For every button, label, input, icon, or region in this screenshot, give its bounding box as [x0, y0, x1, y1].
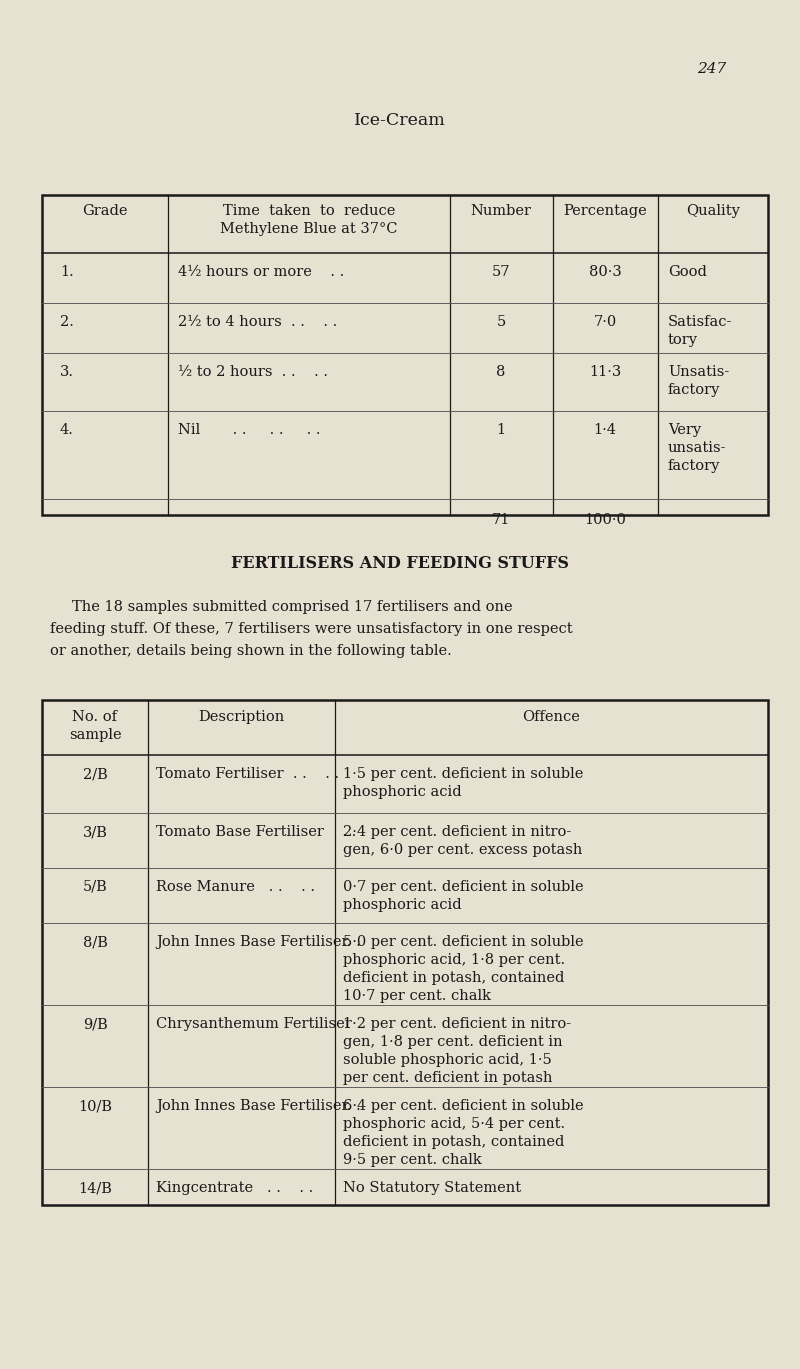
Text: John Innes Base Fertiliser. .: John Innes Base Fertiliser. .: [156, 1099, 361, 1113]
Text: Nil       . .     . .     . .: Nil . . . . . .: [178, 423, 321, 437]
Text: 8: 8: [496, 366, 506, 379]
Text: 247: 247: [697, 62, 726, 77]
Text: 7·0: 7·0: [594, 315, 617, 329]
Text: 11·3: 11·3: [589, 366, 621, 379]
Text: Grade: Grade: [82, 204, 128, 218]
Text: 57: 57: [492, 266, 510, 279]
Text: 1: 1: [497, 423, 506, 437]
Text: 5: 5: [496, 315, 506, 329]
Text: 1·4: 1·4: [594, 423, 617, 437]
Text: 100·0: 100·0: [584, 513, 626, 527]
Text: Tomato Fertiliser  . .    . .: Tomato Fertiliser . . . .: [156, 767, 339, 780]
Text: Unsatis-
factory: Unsatis- factory: [668, 366, 730, 397]
Text: 4½ hours or more    . .: 4½ hours or more . .: [178, 266, 344, 279]
Text: 1·2 per cent. deficient in nitro-
gen, 1·8 per cent. deficient in
soluble phosph: 1·2 per cent. deficient in nitro- gen, 1…: [343, 1017, 571, 1084]
Text: 5/B: 5/B: [82, 880, 107, 894]
Bar: [42, 194, 768, 515]
Text: 6·4 per cent. deficient in soluble
phosphoric acid, 5·4 per cent.
deficient in p: 6·4 per cent. deficient in soluble phosp…: [343, 1099, 584, 1166]
Text: 1·5 per cent. deficient in soluble
phosphoric acid: 1·5 per cent. deficient in soluble phosp…: [343, 767, 583, 799]
Text: 0·7 per cent. deficient in soluble
phosphoric acid: 0·7 per cent. deficient in soluble phosp…: [343, 880, 584, 912]
Text: 2.: 2.: [60, 315, 74, 329]
Text: Quality: Quality: [686, 204, 740, 218]
Text: 9/B: 9/B: [82, 1017, 107, 1031]
Text: 3.: 3.: [60, 366, 74, 379]
Bar: [42, 700, 768, 1205]
Text: 2½ to 4 hours  . .    . .: 2½ to 4 hours . . . .: [178, 315, 338, 329]
Text: Tomato Base Fertiliser    . .: Tomato Base Fertiliser . .: [156, 826, 356, 839]
Text: 80·3: 80·3: [589, 266, 622, 279]
Text: FERTILISERS AND FEEDING STUFFS: FERTILISERS AND FEEDING STUFFS: [231, 554, 569, 572]
Text: Kingcentrate   . .    . .: Kingcentrate . . . .: [156, 1181, 314, 1195]
Text: Number: Number: [470, 204, 531, 218]
Text: No. of
sample: No. of sample: [69, 711, 122, 742]
Text: Ice-Cream: Ice-Cream: [354, 112, 446, 129]
Text: Satisfac-
tory: Satisfac- tory: [668, 315, 732, 346]
Text: 10/B: 10/B: [78, 1099, 112, 1113]
Text: 14/B: 14/B: [78, 1181, 112, 1195]
Text: Time  taken  to  reduce
Methylene Blue at 37°C: Time taken to reduce Methylene Blue at 3…: [220, 204, 398, 235]
Text: Offence: Offence: [522, 711, 580, 724]
Text: 4.: 4.: [60, 423, 74, 437]
Text: Chrysanthemum Fertiliser: Chrysanthemum Fertiliser: [156, 1017, 352, 1031]
Text: 3/B: 3/B: [82, 826, 107, 839]
Text: feeding stuff. Of these, 7 fertilisers were unsatisfactory in one respect: feeding stuff. Of these, 7 fertilisers w…: [50, 622, 573, 637]
Text: 2/B: 2/B: [82, 767, 107, 780]
Text: 8/B: 8/B: [82, 935, 107, 949]
Text: Description: Description: [198, 711, 284, 724]
Text: 71: 71: [492, 513, 510, 527]
Text: No Statutory Statement: No Statutory Statement: [343, 1181, 521, 1195]
Text: 2·4 per cent. deficient in nitro-
gen, 6·0 per cent. excess potash: 2·4 per cent. deficient in nitro- gen, 6…: [343, 826, 582, 857]
Text: 1.: 1.: [60, 266, 74, 279]
Text: John Innes Base Fertiliser. .: John Innes Base Fertiliser. .: [156, 935, 361, 949]
Text: Very
unsatis-
factory: Very unsatis- factory: [668, 423, 726, 472]
Text: The 18 samples submitted comprised 17 fertilisers and one: The 18 samples submitted comprised 17 fe…: [72, 600, 513, 615]
Text: Rose Manure   . .    . .: Rose Manure . . . .: [156, 880, 315, 894]
Text: or another, details being shown in the following table.: or another, details being shown in the f…: [50, 643, 452, 658]
Text: Percentage: Percentage: [563, 204, 647, 218]
Text: ½ to 2 hours  . .    . .: ½ to 2 hours . . . .: [178, 366, 328, 379]
Text: Good: Good: [668, 266, 707, 279]
Text: 5·0 per cent. deficient in soluble
phosphoric acid, 1·8 per cent.
deficient in p: 5·0 per cent. deficient in soluble phosp…: [343, 935, 584, 1002]
